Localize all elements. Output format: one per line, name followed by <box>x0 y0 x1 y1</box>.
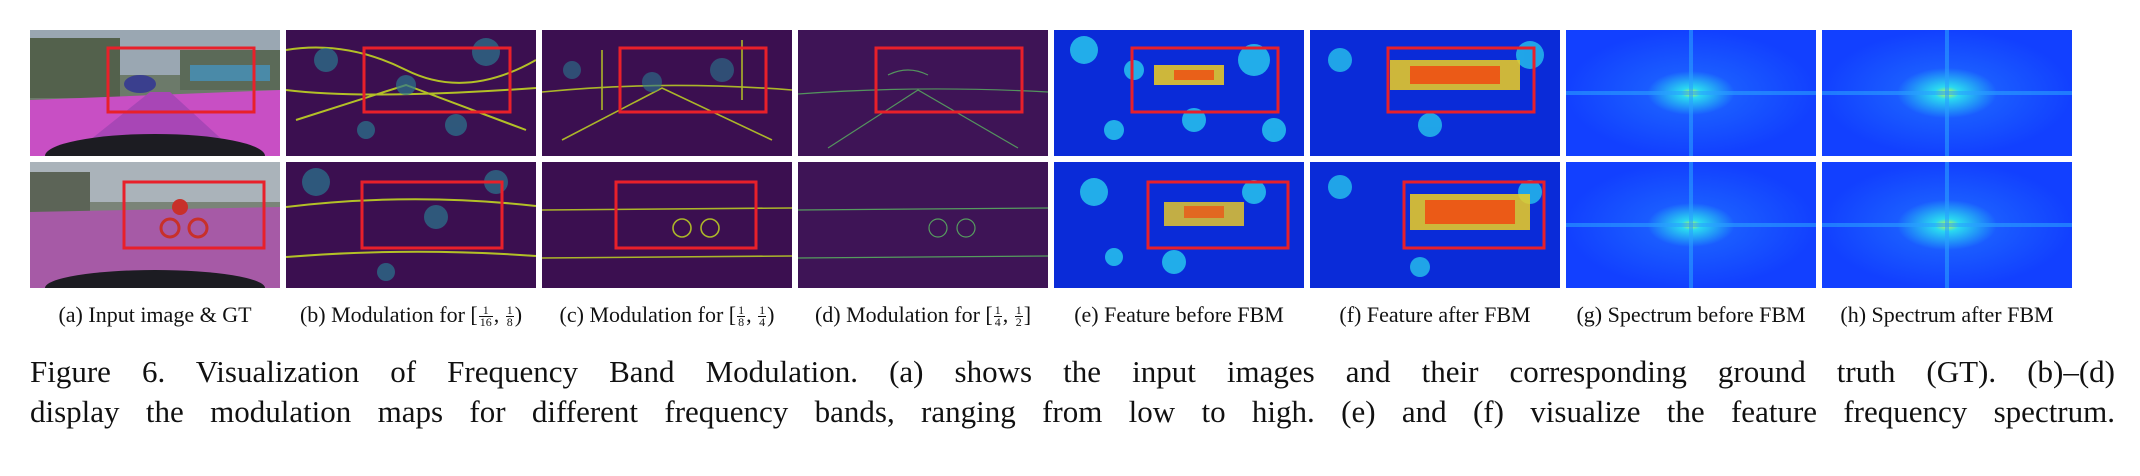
panel-feature-after-1 <box>1310 30 1560 156</box>
subcaption-b: (b) Modulation for [1 16, 1 8) <box>299 302 523 330</box>
panel-feature-before-1 <box>1054 30 1304 156</box>
panel-feature-after-2 <box>1310 162 1560 288</box>
caption-line-1: Figure 6. Visualization of Frequency Ban… <box>30 354 2115 389</box>
panel-modulation-low-2 <box>286 162 536 288</box>
panel-modulation-high-2 <box>798 162 1048 288</box>
subcaption-e: (e) Feature before FBM <box>1074 302 1284 327</box>
panel-spectrum-after-1 <box>1822 30 2072 156</box>
subcaption-row: (a) Input image & GT (b) Modulation for … <box>30 300 2120 330</box>
caption-line-2: display the modulation maps for differen… <box>30 394 2115 429</box>
subcaption-h: (h) Spectrum after FBM <box>1840 302 2054 327</box>
fraction: 1 16 <box>478 303 493 330</box>
figure-caption: Figure 6. Visualization of Frequency Ban… <box>30 352 2115 432</box>
subcaption-a: (a) Input image & GT <box>58 302 252 327</box>
panel-modulation-high-1 <box>798 30 1048 156</box>
subcaption-f: (f) Feature after FBM <box>1339 302 1531 327</box>
subcaption-d: (d) Modulation for [1 4, 1 2] <box>814 302 1032 330</box>
figure-grid <box>30 30 2120 294</box>
subcaption-g: (g) Spectrum before FBM <box>1576 302 1806 327</box>
panel-spectrum-after-2 <box>1822 162 2072 288</box>
panel-spectrum-before-1 <box>1566 30 1816 156</box>
panel-feature-before-2 <box>1054 162 1304 288</box>
panel-modulation-mid-1 <box>542 30 792 156</box>
panel-input-image-1 <box>30 30 280 156</box>
subcaption-c: (c) Modulation for [1 8, 1 4) <box>559 302 775 330</box>
panel-spectrum-before-2 <box>1566 162 1816 288</box>
panel-modulation-low-1 <box>286 30 536 156</box>
panel-input-image-2 <box>30 162 280 288</box>
panel-modulation-mid-2 <box>542 162 792 288</box>
